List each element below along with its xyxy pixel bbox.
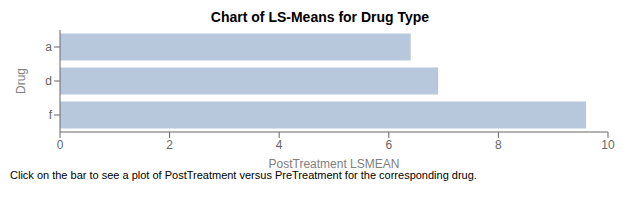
html-text:Click on the bar to see a plot: Click on the bar to see a plot of PostTr… bbox=[10, 169, 477, 181]
html-text:Chart of LS-Means for Drug Typ: Chart of LS-Means for Drug Type bbox=[210, 9, 430, 25]
svg-text:d: d bbox=[45, 74, 52, 88]
svg-text:6: 6 bbox=[385, 138, 392, 152]
svg-text:0: 0 bbox=[57, 138, 64, 152]
svg-text:a: a bbox=[45, 40, 52, 54]
svg-text:f: f bbox=[49, 108, 53, 122]
svg-text:2: 2 bbox=[166, 138, 173, 152]
svg-text:10: 10 bbox=[601, 138, 615, 152]
svg-text:Drug: Drug bbox=[14, 68, 28, 94]
svg-text:PostTreatment LSMEAN: PostTreatment LSMEAN bbox=[269, 157, 400, 168]
svg-text:4: 4 bbox=[276, 138, 283, 152]
svg-text:8: 8 bbox=[495, 138, 502, 152]
